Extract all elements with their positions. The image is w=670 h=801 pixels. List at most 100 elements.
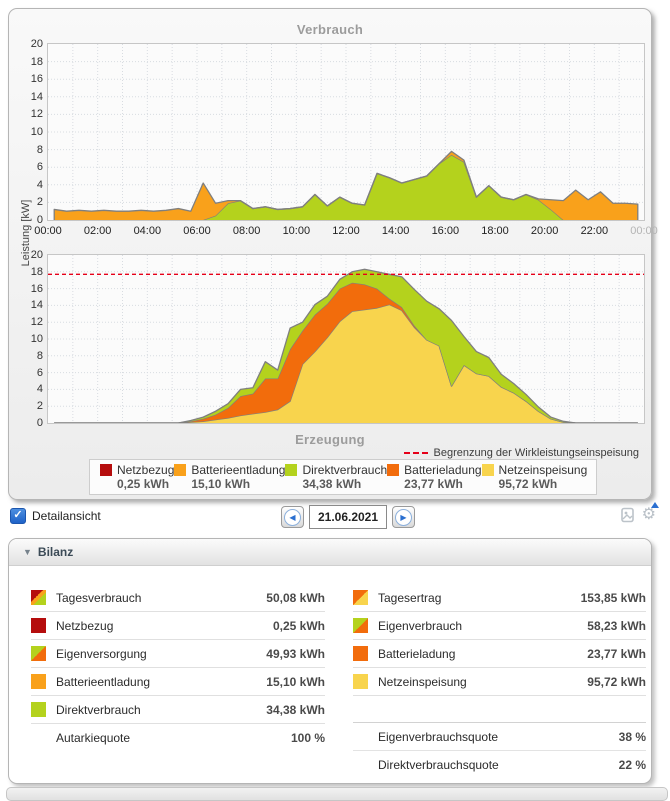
- chart-panel: Verbrauch Leistung [kW] Erzeugung Begren…: [8, 8, 658, 500]
- legend-label: Direktverbrauch: [302, 463, 388, 477]
- batterieentladung-icon: [31, 674, 46, 689]
- x-tick-label: 12:00: [332, 225, 360, 237]
- bilanz-row-eigenverbrauch: Eigenverbrauch 58,23 kWh: [353, 612, 646, 640]
- batterieladung-icon: [353, 646, 368, 661]
- y-tick-label: 18: [30, 55, 43, 68]
- collapse-caret-icon: ▼: [23, 547, 32, 557]
- y-tick-label: 16: [30, 73, 43, 86]
- bilanz-row-eigenverbrauchsquote: Eigenverbrauchsquote 38 %: [353, 722, 646, 750]
- legend-value: 0,25 kWh: [117, 477, 170, 491]
- eigenverbrauch-icon: [353, 618, 368, 633]
- netzbezug-icon: [31, 618, 46, 633]
- legend-value: 23,77 kWh: [404, 477, 463, 491]
- row-value: 38 %: [618, 729, 646, 744]
- detail-view-checkbox[interactable]: ✓: [10, 508, 26, 524]
- bilanz-left-column: Tagesverbrauch 50,08 kWh Netzbezug 0,25 …: [31, 584, 325, 751]
- x-tick-label: 22:00: [580, 225, 609, 237]
- legend-value: 15,10 kWh: [191, 477, 251, 491]
- direktverbrauch-swatch-icon: [285, 464, 298, 476]
- bilanz-row-tagesverbrauch: Tagesverbrauch 50,08 kWh: [31, 584, 325, 612]
- y-tick-label: 16: [30, 282, 43, 295]
- row-label: Direktverbrauch: [56, 702, 141, 717]
- x-tick-label: 00:00: [630, 225, 658, 237]
- y-tick-label: 4: [36, 178, 43, 191]
- limit-dash-icon: [403, 452, 428, 454]
- bilanz-header[interactable]: ▼ Bilanz: [9, 539, 651, 566]
- y-tick-label: 12: [30, 108, 43, 121]
- save-chart-icon[interactable]: [620, 507, 635, 527]
- x-tick-label: 14:00: [381, 225, 410, 237]
- bilanz-row-tagesertrag: Tagesertrag 153,85 kWh: [353, 584, 646, 612]
- y-tick-label: 8: [36, 143, 43, 156]
- row-value: 23,77 kWh: [587, 646, 646, 661]
- row-value: 15,10 kWh: [266, 674, 325, 689]
- next-day-button[interactable]: ▶: [392, 506, 415, 528]
- row-label: Eigenversorgung: [56, 646, 147, 661]
- x-tick-label: 02:00: [83, 225, 112, 237]
- row-value: 95,72 kWh: [587, 674, 646, 689]
- previous-day-button[interactable]: ◀: [281, 506, 304, 528]
- x-tick-label: 06:00: [183, 225, 211, 237]
- y-tick-label: 0: [36, 214, 43, 226]
- row-value: 153,85 kWh: [580, 590, 646, 605]
- legend-label: Batterieentladung: [191, 463, 286, 477]
- y-tick-label: 10: [30, 126, 43, 138]
- row-value: 0,25 kWh: [272, 618, 325, 633]
- date-navigation: ◀ ▶: [281, 505, 415, 529]
- x-tick-label: 20:00: [530, 225, 559, 237]
- y-tick-label: 6: [36, 366, 43, 379]
- chevron-right-icon: ▶: [395, 508, 412, 526]
- legend-value: 95,72 kWh: [498, 477, 558, 491]
- bilanz-row-netzbezug: Netzbezug 0,25 kWh: [31, 612, 325, 640]
- bilanz-row-netzeinspeisung: Netzeinspeisung 95,72 kWh: [353, 668, 646, 696]
- y-tick-label: 2: [36, 400, 43, 413]
- limit-line-legend: Begrenzung der Wirkleistungseinspeisung: [403, 447, 639, 459]
- row-label: Batterieentladung: [56, 674, 151, 689]
- chart-settings-gear-icon[interactable]: ⚙: [641, 502, 659, 523]
- legend-item: Batterieentladung 15,10 kWh: [174, 463, 285, 491]
- dropdown-caret-icon: [651, 502, 659, 508]
- row-value: 49,93 kWh: [266, 646, 325, 661]
- eigenversorgung-icon: [31, 646, 46, 661]
- row-label: Eigenverbrauchsquote: [378, 729, 499, 744]
- row-label: Batterieladung: [378, 646, 456, 661]
- row-label: Eigenverbrauch: [378, 618, 463, 633]
- bilanz-row-direktverbrauch: Direktverbrauch 34,38 kWh: [31, 696, 325, 724]
- x-tick-label: 16:00: [431, 225, 460, 237]
- row-value: 34,38 kWh: [266, 702, 325, 717]
- x-tick-label: 04:00: [133, 225, 162, 237]
- chevron-left-icon: ◀: [284, 508, 301, 526]
- y-tick-label: 14: [30, 90, 43, 103]
- verbrauch-plot-area[interactable]: [47, 43, 645, 221]
- y-tick-label: 2: [36, 196, 43, 209]
- y-tick-label: 20: [30, 249, 43, 261]
- legend-label: Netzeinspeisung: [498, 463, 588, 477]
- netzeinspeisung-swatch-icon: [481, 464, 494, 476]
- row-value: 100 %: [290, 730, 325, 745]
- row-value: 58,23 kWh: [587, 618, 646, 633]
- bilanz-row-direktverbrauchsquote: Direktverbrauchsquote 22 %: [353, 750, 646, 778]
- legend-item: Batterieladung 23,77 kWh: [387, 463, 482, 491]
- date-input[interactable]: [309, 505, 387, 529]
- tagesverbrauch-icon: [31, 590, 46, 605]
- erzeugung-plot-area[interactable]: [47, 254, 645, 424]
- y-tick-label: 12: [30, 316, 43, 329]
- row-label: Autarkiequote: [56, 730, 131, 745]
- batterieladung-swatch-icon: [387, 464, 400, 476]
- x-tick-label: 18:00: [481, 225, 509, 237]
- y-tick-label: 8: [36, 349, 43, 362]
- direktverbrauch-icon: [31, 702, 46, 717]
- bilanz-right-column: Tagesertrag 153,85 kWh Eigenverbrauch 58…: [353, 584, 646, 778]
- chart-legend: Netzbezug 0,25 kWh Batterieentladung 15,…: [89, 459, 597, 495]
- bilanz-panel: ▼ Bilanz Tagesverbrauch 50,08 kWh Netzbe…: [8, 538, 652, 784]
- legend-item: Netzeinspeisung 95,72 kWh: [481, 463, 588, 491]
- netzbezug-swatch-icon: [100, 464, 112, 476]
- y-tick-label: 4: [36, 383, 43, 396]
- gear-icon: ⚙: [641, 506, 656, 523]
- chart-title-verbrauch: Verbrauch: [296, 22, 364, 37]
- spacer: [353, 696, 646, 722]
- bilanz-row-batterieentladung: Batterieentladung 15,10 kWh: [31, 668, 325, 696]
- legend-item: Netzbezug 0,25 kWh: [100, 463, 174, 491]
- row-label: Netzeinspeisung: [378, 674, 467, 689]
- y-tick-label: 10: [30, 333, 43, 345]
